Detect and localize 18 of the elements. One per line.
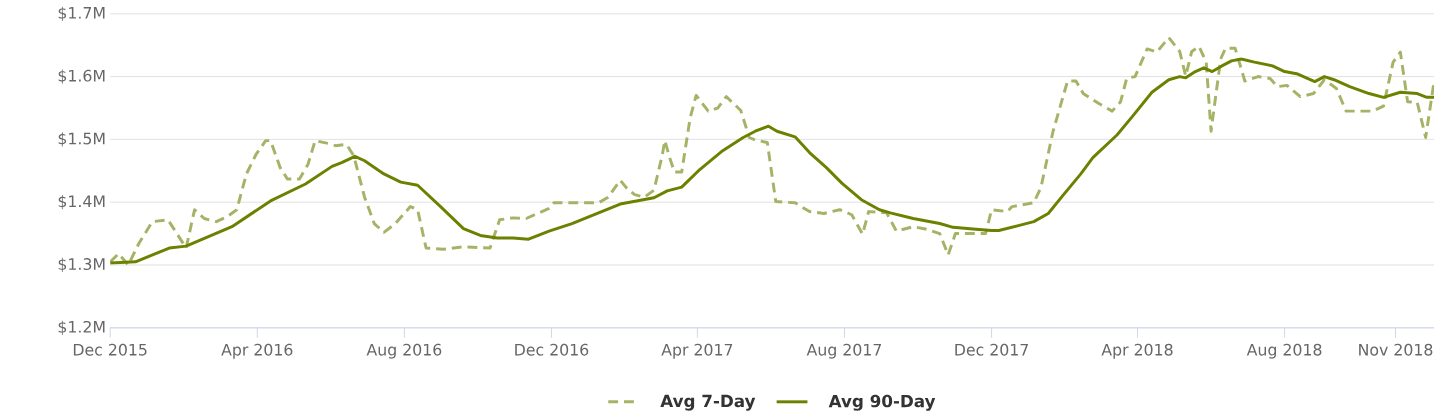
x-tick-label: Dec 2016 xyxy=(515,343,589,356)
x-tick-label: Aug 2017 xyxy=(806,343,882,359)
x-tick-label: Apr 2017 xyxy=(661,343,733,359)
legend-label: Avg 7-Day xyxy=(660,394,756,411)
y-tick-label: $1.2M xyxy=(58,320,105,335)
x-tick-label: Aug 2018 xyxy=(1246,343,1322,359)
y-tick-label: $1.3M xyxy=(58,257,105,272)
x-tick-label: Aug 2016 xyxy=(366,343,442,359)
x-tick-label: Dec 2017 xyxy=(955,343,1028,356)
y-tick-label: $1.7M xyxy=(58,6,105,21)
x-tick-label: Apr 2018 xyxy=(1101,343,1173,359)
y-tick-label: $1.4M xyxy=(58,194,105,210)
legend-label: Avg 90-Day xyxy=(828,394,936,411)
y-tick-label: $1.6M xyxy=(58,69,105,84)
x-tick-label: Apr 2016 xyxy=(221,343,293,359)
x-tick-label: Nov 2018 xyxy=(1359,343,1433,356)
x-tick-label: Dec 2015 xyxy=(73,343,147,356)
y-tick-label: $1.5M xyxy=(58,132,105,147)
